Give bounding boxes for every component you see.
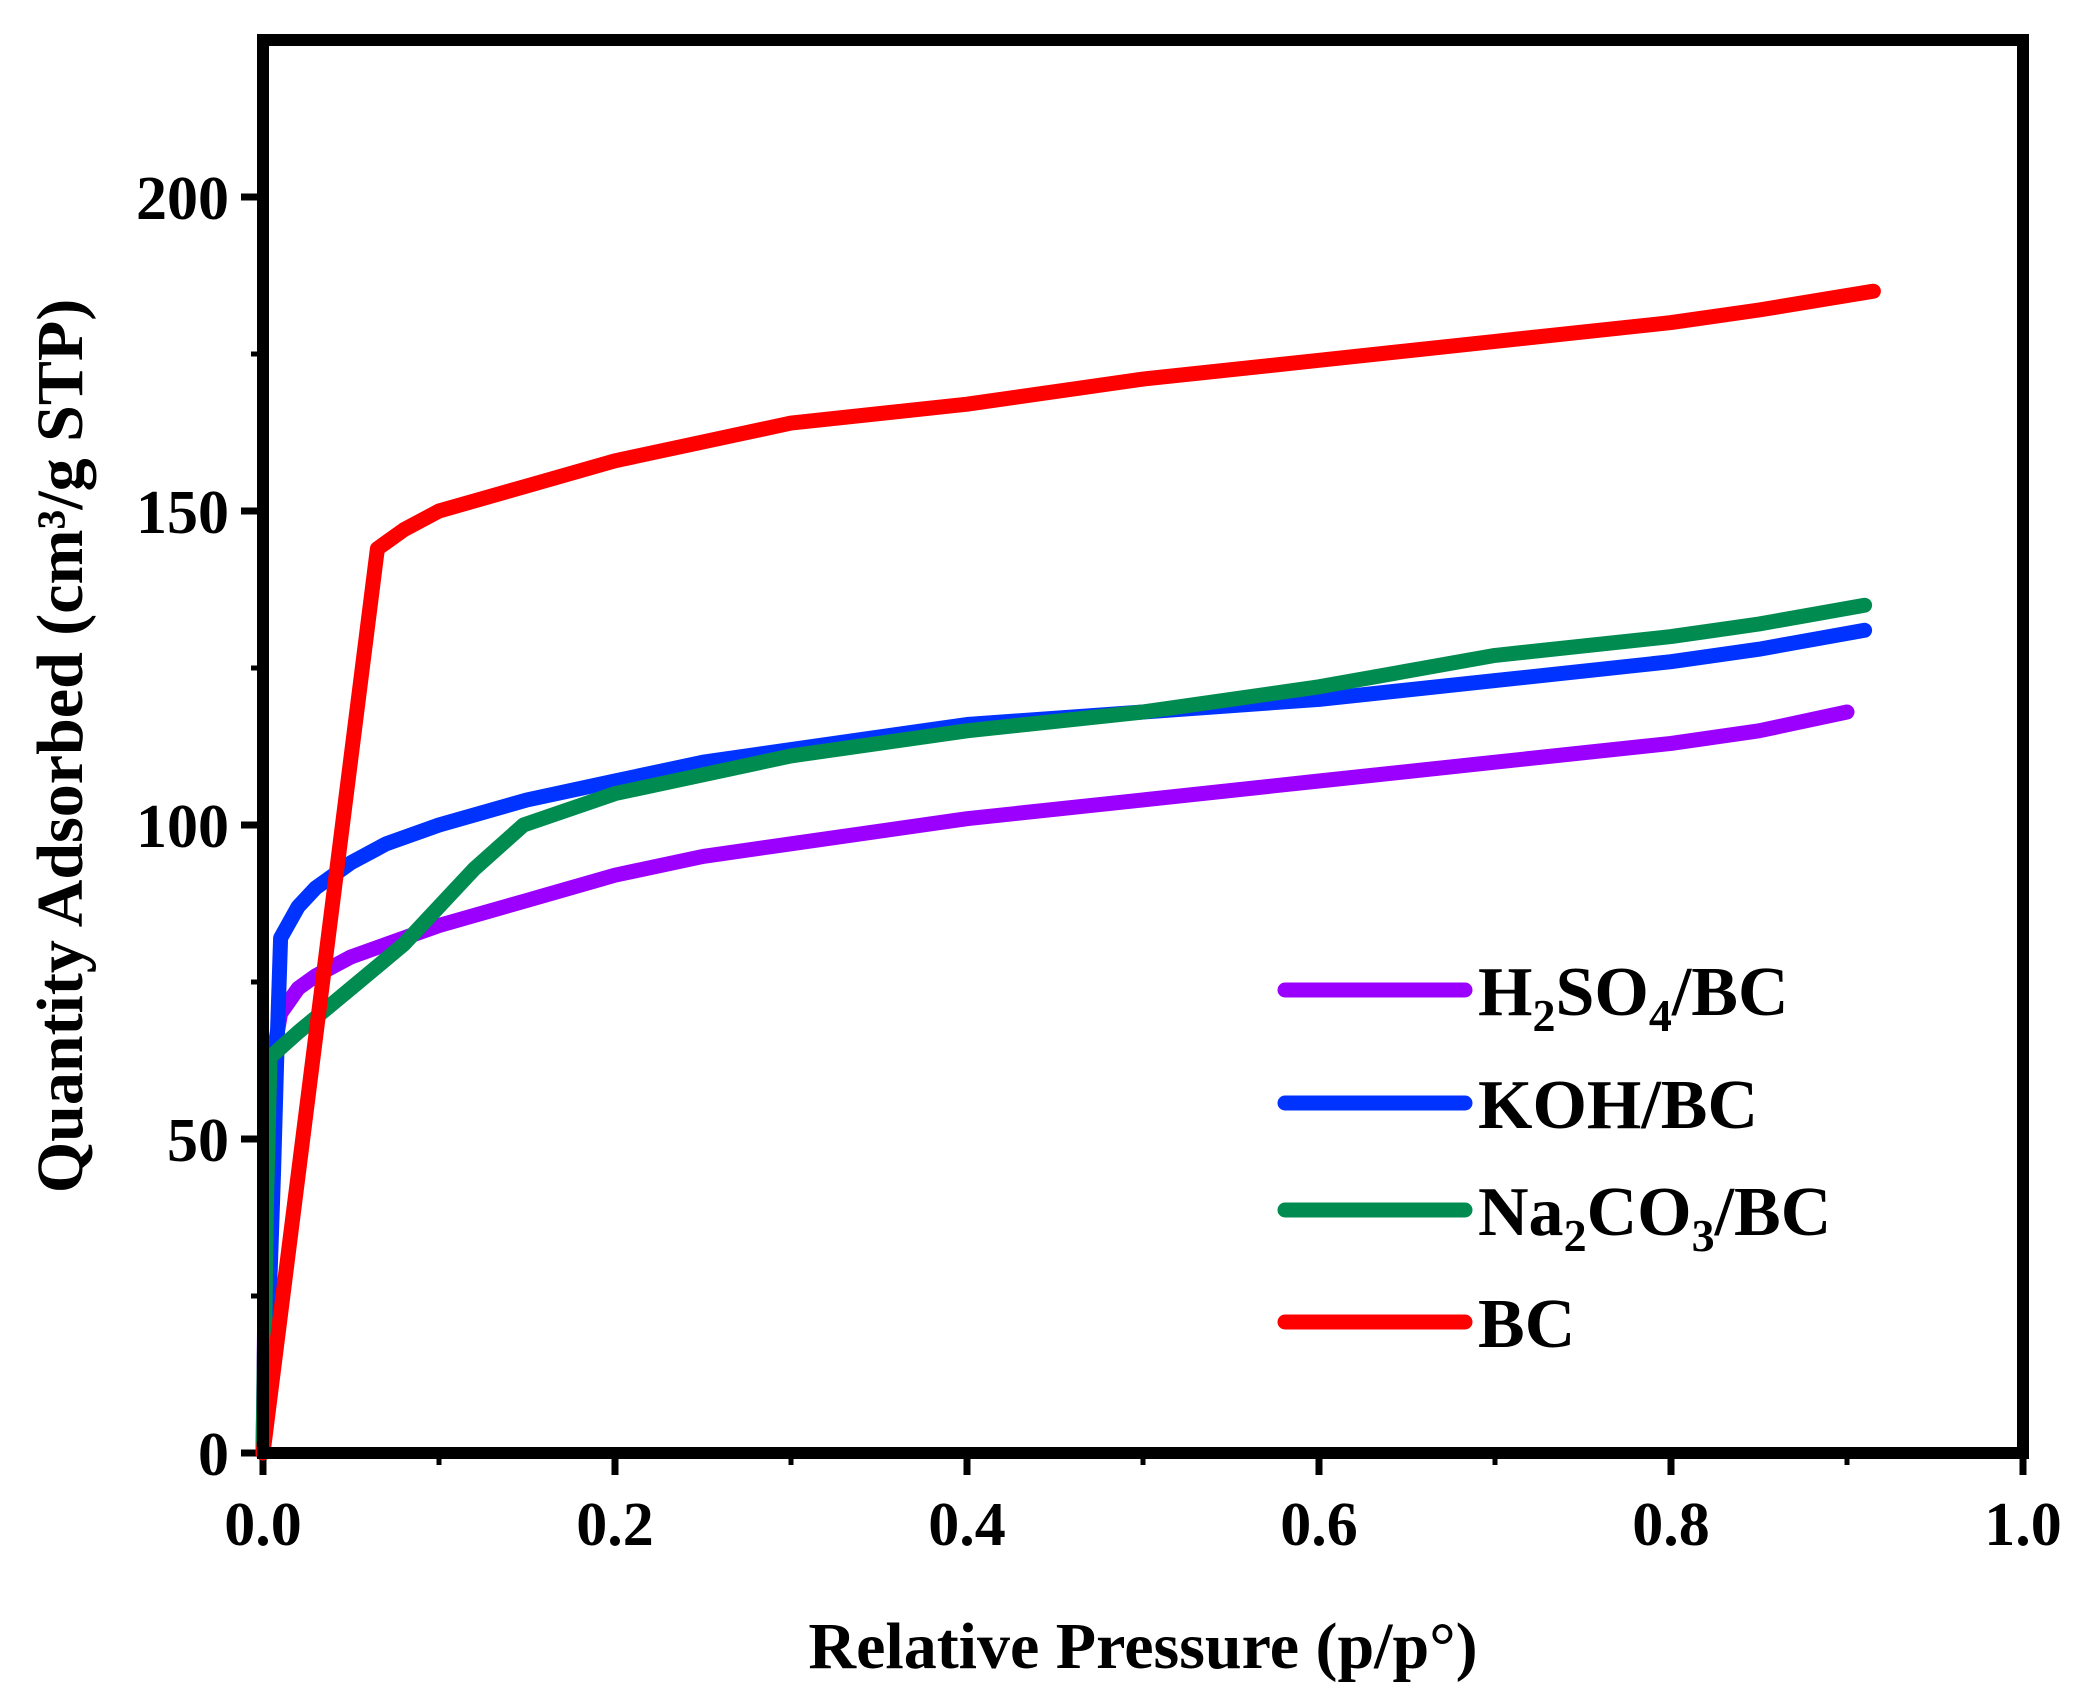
- x-tick-labels: 0.0 0.2 0.4 0.6 0.8 1.0: [224, 1491, 2062, 1559]
- x-tick-label: 0.0: [224, 1491, 302, 1559]
- series-line-na2co3-bc: [255, 597, 1873, 1461]
- series-line-koh-bc: [255, 622, 1873, 1461]
- x-tick-label: 0.4: [928, 1491, 1006, 1559]
- y-tick-label: 100: [136, 793, 229, 861]
- y-tick-label: 50: [167, 1107, 229, 1175]
- x-tick-label: 0.2: [576, 1491, 654, 1559]
- series-line-bc: [255, 283, 1881, 1461]
- y-tick-label: 200: [136, 165, 229, 233]
- legend: H2SO4/BC KOH/BC Na2CO3/BC BC: [1277, 954, 1831, 1363]
- y-tick-labels: 0 50 100 150 200: [136, 165, 229, 1489]
- y-tick-label: 0: [198, 1421, 229, 1489]
- series-lines: [255, 283, 1881, 1461]
- plot-frame: [257, 34, 2029, 1459]
- legend-label-h2so4-bc: H2SO4/BC: [1478, 954, 1789, 1041]
- x-tick-label: 0.8: [1632, 1491, 1710, 1559]
- x-axis-title: Relative Pressure (p/p°): [808, 1610, 1477, 1683]
- legend-label-bc: BC: [1478, 1286, 1575, 1363]
- legend-label-na2co3-bc: Na2CO3/BC: [1478, 1174, 1831, 1261]
- x-tick-label: 1.0: [1984, 1491, 2062, 1559]
- x-tick-label: 0.6: [1280, 1491, 1358, 1559]
- legend-label-koh-bc: KOH/BC: [1478, 1067, 1758, 1144]
- y-axis-title: Quantity Adsorbed (cm³/g STP): [24, 299, 97, 1193]
- y-tick-label: 150: [136, 479, 229, 547]
